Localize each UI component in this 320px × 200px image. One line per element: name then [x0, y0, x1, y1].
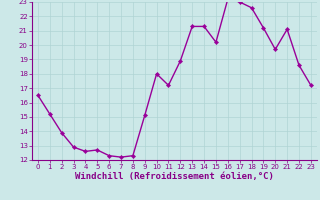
X-axis label: Windchill (Refroidissement éolien,°C): Windchill (Refroidissement éolien,°C)	[75, 172, 274, 181]
